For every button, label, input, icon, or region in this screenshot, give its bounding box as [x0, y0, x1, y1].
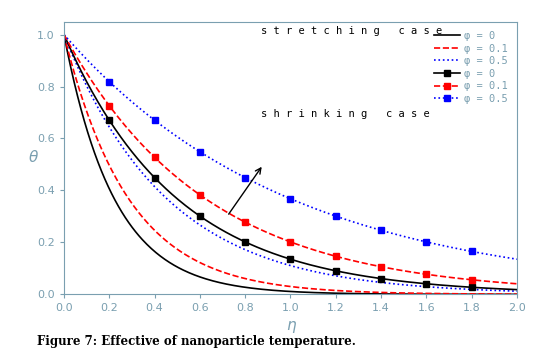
Legend: φ = 0, φ = 0.1, φ = 0.5, φ = 0, φ = 0.1, φ = 0.5: φ = 0, φ = 0.1, φ = 0.5, φ = 0, φ = 0.1,… [430, 27, 512, 108]
X-axis label: η: η [286, 318, 295, 332]
Text: s t r e t c h i n g   c a s e: s t r e t c h i n g c a s e [261, 25, 442, 36]
Text: s h r i n k i n g   c a s e: s h r i n k i n g c a s e [261, 109, 430, 119]
Y-axis label: θ: θ [28, 150, 38, 165]
Text: Figure 7: Effective of nanoparticle temperature.: Figure 7: Effective of nanoparticle temp… [37, 335, 356, 348]
